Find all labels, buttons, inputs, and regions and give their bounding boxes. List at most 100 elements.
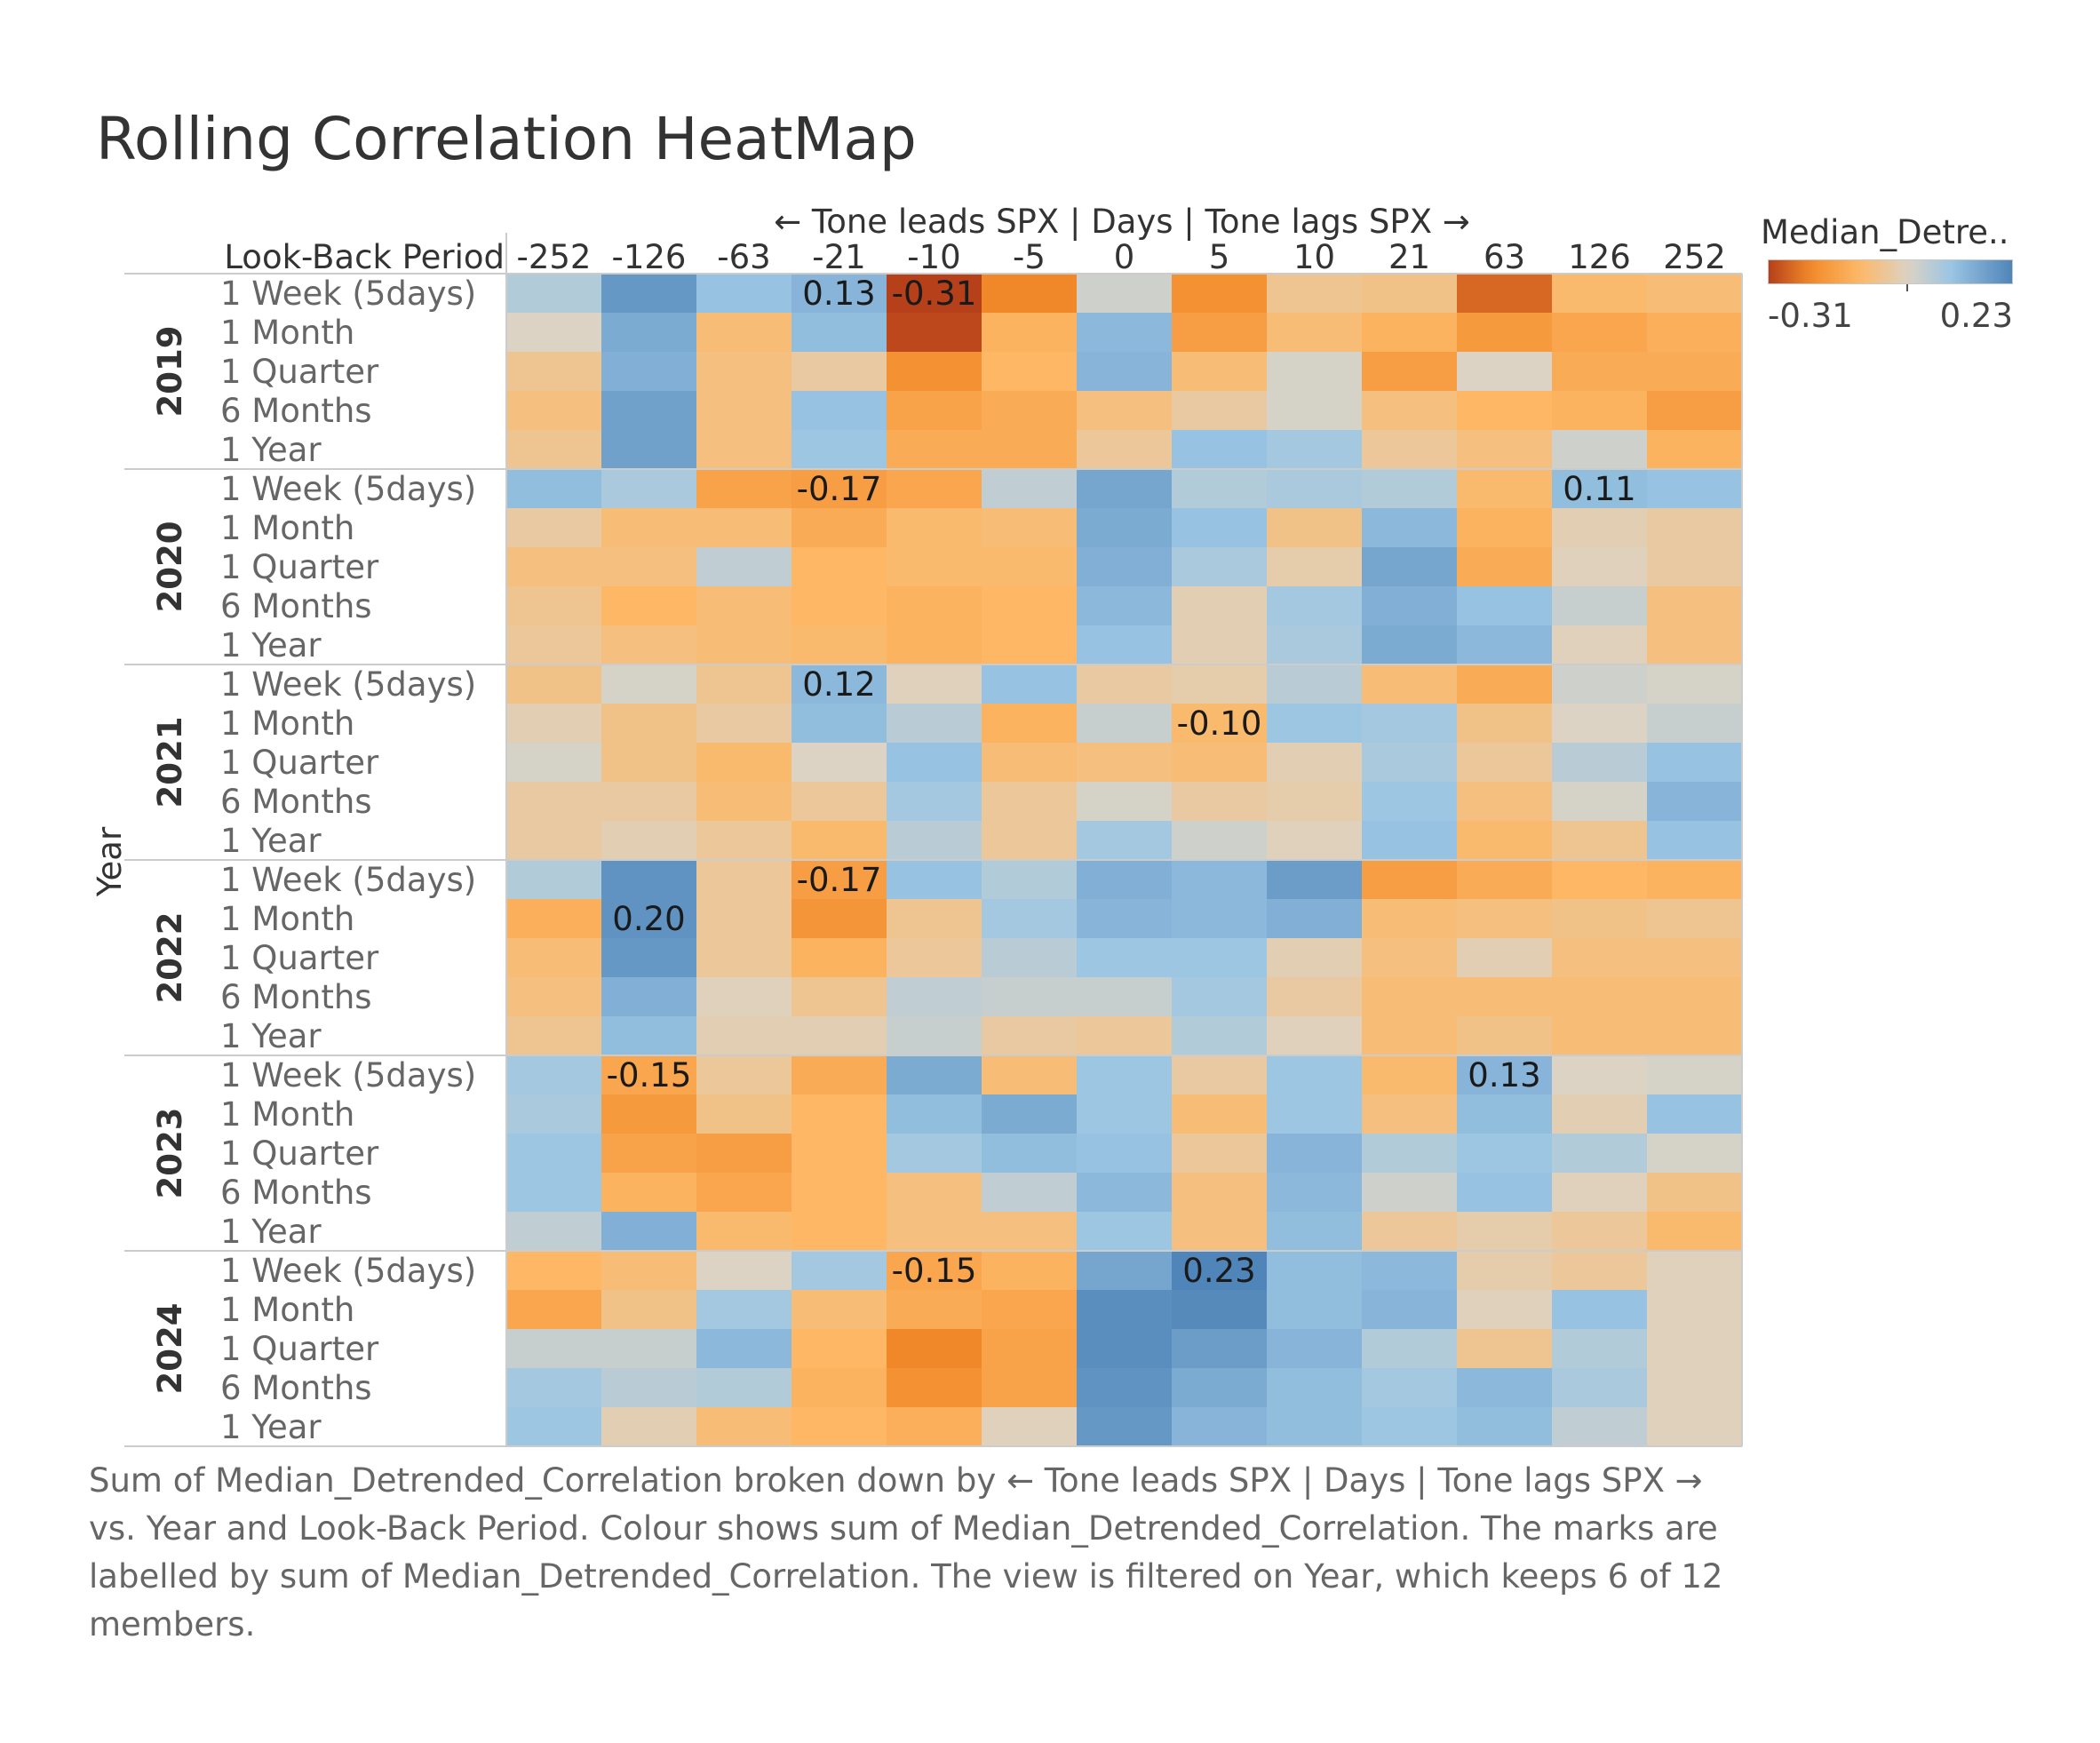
heatmap-cell <box>982 1368 1077 1407</box>
heatmap-cell <box>1267 938 1362 977</box>
heatmap-cell <box>1172 977 1267 1016</box>
heatmap-cells <box>506 274 1742 1446</box>
column-label: 126 <box>1568 238 1631 276</box>
year-label: 2021 <box>151 717 189 808</box>
heatmap-cell <box>982 508 1077 547</box>
column-label: -126 <box>612 238 687 276</box>
row-label: 6 Months <box>220 392 372 430</box>
heatmap-cell <box>887 625 982 665</box>
heatmap-cell <box>1552 1016 1647 1055</box>
heatmap-cell <box>696 665 791 704</box>
heatmap-cell <box>887 313 982 352</box>
heatmap-cell <box>1362 743 1457 782</box>
heatmap-cell <box>1647 430 1742 469</box>
mark-label: -0.15 <box>892 1252 977 1290</box>
column-label: 252 <box>1663 238 1726 276</box>
heatmap-cell <box>1647 352 1742 391</box>
heatmap-cell <box>1267 1134 1362 1173</box>
heatmap-cell <box>1172 665 1267 704</box>
heatmap-cell <box>1077 977 1172 1016</box>
heatmap-cell <box>696 821 791 860</box>
heatmap-cell <box>696 313 791 352</box>
heatmap-cell <box>1552 469 1647 508</box>
heatmap-cell <box>791 547 887 586</box>
heatmap-cell <box>601 704 696 743</box>
heatmap-cell <box>887 1290 982 1329</box>
heatmap-cell <box>1172 1134 1267 1173</box>
heatmap-cell <box>982 1094 1077 1134</box>
heatmap-cell <box>1647 1407 1742 1446</box>
heatmap-cell <box>1457 586 1552 625</box>
heatmap-cell <box>1457 469 1552 508</box>
heatmap-cell <box>696 625 791 665</box>
row-label: 6 Months <box>220 1369 372 1407</box>
heatmap-cell <box>1552 1251 1647 1290</box>
mark-label: 0.13 <box>802 275 875 313</box>
heatmap-cell <box>887 1212 982 1251</box>
heatmap-cell <box>791 586 887 625</box>
heatmap-cell <box>506 782 601 821</box>
year-label: 2023 <box>151 1108 189 1199</box>
heatmap-cell <box>1077 1251 1172 1290</box>
heatmap-cell <box>791 899 887 938</box>
heatmap-cell <box>1362 313 1457 352</box>
heatmap-cell <box>1552 625 1647 665</box>
heatmap-cell <box>1172 1212 1267 1251</box>
column-label: 5 <box>1209 238 1230 276</box>
heatmap-cell <box>696 1173 791 1212</box>
legend-zero-tick <box>1906 284 1908 291</box>
heatmap-cell <box>1647 1055 1742 1094</box>
heatmap-cell <box>791 1407 887 1446</box>
heatmap-cell <box>1647 1016 1742 1055</box>
heatmap-grid <box>124 233 1743 1447</box>
heatmap-cell <box>1457 1016 1552 1055</box>
heatmap-cell <box>982 899 1077 938</box>
heatmap-cell <box>506 313 601 352</box>
heatmap-cell <box>887 1134 982 1173</box>
heatmap-cell <box>601 352 696 391</box>
heatmap-cell <box>887 430 982 469</box>
row-label: 6 Months <box>220 587 372 625</box>
heatmap-cell <box>1647 1368 1742 1407</box>
heatmap-cell <box>1552 860 1647 899</box>
heatmap-cell <box>601 1290 696 1329</box>
heatmap-cell <box>506 1251 601 1290</box>
heatmap-cell <box>1647 899 1742 938</box>
heatmap-cell <box>791 743 887 782</box>
heatmap-cell <box>1267 274 1362 313</box>
row-label: 1 Quarter <box>220 744 379 782</box>
heatmap-cell <box>982 1055 1077 1094</box>
heatmap-cell <box>887 977 982 1016</box>
column-label: 21 <box>1388 238 1430 276</box>
heatmap-cell <box>1267 1329 1362 1368</box>
heatmap-cell <box>1267 313 1362 352</box>
row-label: 1 Quarter <box>220 548 379 586</box>
mark-label: -0.15 <box>607 1056 692 1094</box>
heatmap-cell <box>696 274 791 313</box>
heatmap-cell <box>506 704 601 743</box>
heatmap-cell <box>791 821 887 860</box>
heatmap-cell <box>1267 469 1362 508</box>
heatmap-cell <box>1267 860 1362 899</box>
heatmap-cell <box>1552 899 1647 938</box>
heatmap-cell <box>1077 469 1172 508</box>
heatmap-cell <box>1267 352 1362 391</box>
heatmap-cell <box>791 1094 887 1134</box>
heatmap-cell <box>1267 547 1362 586</box>
heatmap-cell <box>1457 1329 1552 1368</box>
row-label: 1 Month <box>220 1291 354 1329</box>
heatmap-cell <box>982 430 1077 469</box>
heatmap-cell <box>696 1329 791 1368</box>
heatmap-cell <box>1457 352 1552 391</box>
heatmap-cell <box>1267 1251 1362 1290</box>
heatmap-cell <box>1457 1173 1552 1212</box>
heatmap-cell <box>1172 938 1267 977</box>
heatmap-cell <box>1077 586 1172 625</box>
heatmap-cell <box>1552 821 1647 860</box>
heatmap-cell <box>1077 1016 1172 1055</box>
heatmap-cell <box>1172 1368 1267 1407</box>
heatmap-cell <box>1077 704 1172 743</box>
heatmap-cell <box>601 665 696 704</box>
legend-min-label: -0.31 <box>1768 297 1853 335</box>
heatmap-cell <box>1457 547 1552 586</box>
